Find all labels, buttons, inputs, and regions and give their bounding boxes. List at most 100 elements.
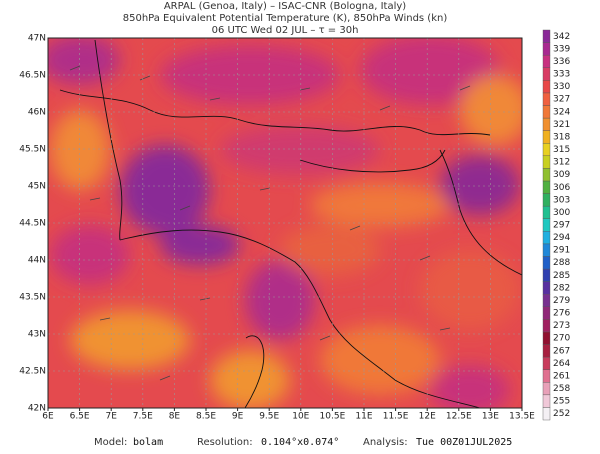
- lon-label: 7.5E: [133, 412, 153, 422]
- colorbar-label: 330: [553, 82, 570, 92]
- lon-label: 11.5E: [383, 412, 409, 422]
- title-line: 850hPa Equivalent Potential Temperature …: [123, 13, 448, 24]
- colorbar-label: 339: [553, 44, 570, 54]
- lon-label: 9E: [232, 412, 244, 422]
- colorbar-swatch: [542, 231, 551, 245]
- colorbar-swatch: [542, 319, 551, 333]
- colorbar-swatch: [542, 143, 551, 157]
- title-line: 06 UTC Wed 02 JUL – τ = 30h: [212, 25, 359, 36]
- lat-label: 43.5N: [19, 293, 46, 303]
- colorbar-swatch: [542, 193, 551, 207]
- lat-label: 47N: [28, 34, 46, 44]
- lon-label: 8E: [169, 412, 181, 422]
- colorbar-label: 318: [553, 132, 570, 142]
- lat-label: 45.5N: [19, 145, 46, 155]
- lon-label: 9.5E: [259, 412, 279, 422]
- colorbar-swatch: [542, 117, 551, 131]
- footer-value: 0.104°x0.074°: [261, 437, 339, 448]
- colorbar-swatch: [542, 382, 551, 396]
- colorbar-swatch: [542, 155, 551, 169]
- title-line: ARPAL (Genoa, Italy) – ISAC-CNR (Bologna…: [164, 1, 406, 12]
- colorbar-label: 294: [553, 233, 570, 243]
- lon-label: 7E: [105, 412, 117, 422]
- colorbar-label: 324: [553, 107, 570, 117]
- lat-label: 42.5N: [19, 367, 46, 377]
- colorbar-label: 309: [553, 170, 570, 180]
- colorbar-label: 288: [553, 258, 570, 268]
- colorbar-swatch: [542, 268, 551, 282]
- colorbar-label: 306: [553, 183, 570, 193]
- footer-label: Model:: [94, 437, 127, 448]
- lat-label: 46.5N: [19, 71, 46, 81]
- colorbar-swatch: [542, 281, 551, 295]
- colorbar-label: 342: [553, 32, 570, 42]
- colorbar-label: 258: [553, 384, 570, 394]
- colorbar-swatch: [542, 42, 551, 56]
- colorbar-label: 267: [553, 346, 570, 356]
- lat-label: 42N: [28, 404, 46, 414]
- colorbar-swatch: [542, 394, 551, 408]
- colorbar-swatch: [542, 67, 551, 81]
- colorbar-swatch: [542, 218, 551, 232]
- colorbar-label: 327: [553, 95, 570, 105]
- colorbar-swatch: [542, 29, 551, 43]
- colorbar-label: 285: [553, 271, 570, 281]
- lon-label: 10E: [292, 412, 309, 422]
- lon-label: 6E: [42, 412, 54, 422]
- colorbar-swatch: [542, 369, 551, 383]
- colorbar-swatch: [542, 205, 551, 219]
- colorbar-swatch: [542, 356, 551, 370]
- colorbar: 252 255 258 261 264 267 270 273 276 279 282 285 288 2…: [542, 29, 570, 421]
- lat-label: 46N: [28, 108, 46, 118]
- colorbar-swatch: [542, 344, 551, 358]
- colorbar-label: 297: [553, 221, 570, 231]
- colorbar-swatch: [542, 306, 551, 320]
- lat-label: 43N: [28, 330, 46, 340]
- colorbar-label: 333: [553, 70, 570, 80]
- colorbar-label: 252: [553, 409, 570, 419]
- lon-label: 8.5E: [196, 412, 216, 422]
- lon-label: 6.5E: [70, 412, 90, 422]
- lon-label: 12E: [419, 412, 436, 422]
- colorbar-label: 303: [553, 195, 570, 205]
- colorbar-label: 282: [553, 283, 570, 293]
- colorbar-swatch: [542, 293, 551, 307]
- lon-label: 10.5E: [320, 412, 346, 422]
- colorbar-label: 273: [553, 321, 570, 331]
- colorbar-label: 255: [553, 397, 570, 407]
- colorbar-swatch: [542, 168, 551, 182]
- colorbar-label: 279: [553, 296, 570, 306]
- colorbar-label: 321: [553, 120, 570, 130]
- colorbar-label: 261: [553, 371, 570, 381]
- colorbar-label: 336: [553, 57, 570, 67]
- field: [48, 38, 522, 408]
- colorbar-swatch: [542, 243, 551, 257]
- footer-label: Resolution:: [197, 437, 253, 448]
- lat-label: 45N: [28, 182, 46, 192]
- lon-label: 11E: [355, 412, 372, 422]
- lat-label: 44N: [28, 256, 46, 266]
- lat-label: 44.5N: [19, 219, 46, 229]
- colorbar-label: 315: [553, 145, 570, 155]
- lon-label: 12.5E: [446, 412, 472, 422]
- colorbar-label: 270: [553, 334, 570, 344]
- footer-value: bolam: [133, 437, 163, 448]
- colorbar-swatch: [542, 105, 551, 119]
- colorbar-swatch: [542, 130, 551, 144]
- graticule: 6E 6.5E 7E 7.5E 8E 8.5E 9E 9.5E 10E 10.5E 11E 11.5E…: [19, 34, 535, 422]
- map-frame: [47, 37, 523, 409]
- colorbar-label: 276: [553, 309, 570, 319]
- colorbar-swatch: [542, 92, 551, 106]
- colorbar-swatch: [542, 331, 551, 345]
- colorbar-swatch: [542, 256, 551, 270]
- lon-label: 13.5E: [509, 412, 535, 422]
- colorbar-label: 312: [553, 158, 570, 168]
- colorbar-swatch: [542, 54, 551, 68]
- colorbar-swatch: [542, 80, 551, 94]
- footer-label: Analysis:: [363, 437, 408, 448]
- footer-value: Tue 00Z01JUL2025: [416, 437, 512, 448]
- lon-label: 13E: [482, 412, 499, 422]
- colorbar-label: 291: [553, 246, 570, 256]
- colorbar-swatch: [542, 407, 551, 421]
